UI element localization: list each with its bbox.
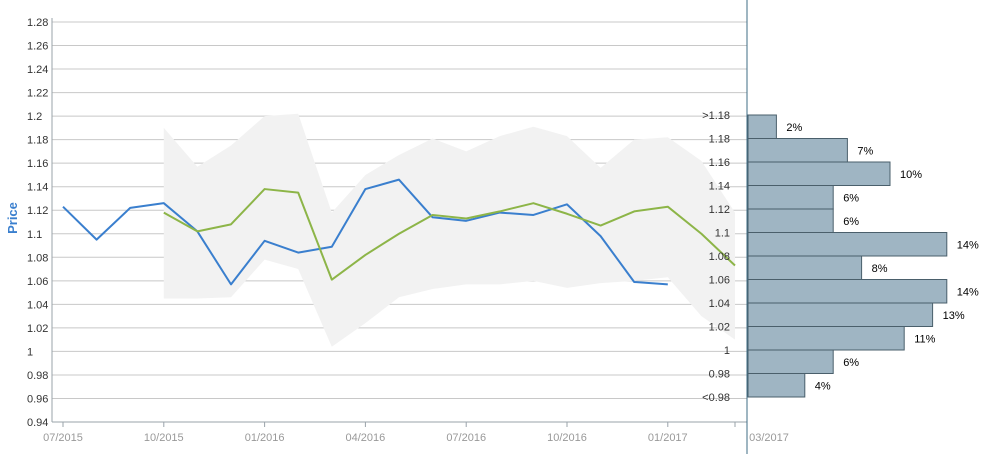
bin-label: 1.1 bbox=[715, 228, 730, 240]
forecast-band bbox=[163, 113, 736, 347]
bar-percent-label: 6% bbox=[843, 216, 859, 228]
y-tick-label: 1.18 bbox=[27, 135, 48, 147]
bin-label: <0.98 bbox=[702, 392, 730, 404]
series-line-blue bbox=[62, 178, 668, 286]
x-tick-label: 07/2015 bbox=[43, 432, 83, 444]
price-series bbox=[62, 178, 736, 286]
bin-label: 1.02 bbox=[709, 322, 730, 334]
bar-percent-label: 14% bbox=[957, 240, 979, 252]
bin-label: >1.18 bbox=[702, 110, 730, 122]
y-tick-label: 1.06 bbox=[27, 276, 48, 288]
band-area bbox=[163, 113, 736, 347]
bar-percent-label: 14% bbox=[957, 287, 979, 299]
histogram-bar bbox=[747, 326, 905, 351]
bar-percent-label: 2% bbox=[786, 122, 802, 134]
bin-label: 1.16 bbox=[709, 157, 730, 169]
bin-label: 1.18 bbox=[709, 134, 730, 146]
y-tick-label: 1.08 bbox=[27, 252, 48, 264]
bin-label: 1.14 bbox=[709, 181, 730, 193]
bar-percent-label: 4% bbox=[815, 381, 831, 393]
histogram-bar bbox=[747, 255, 863, 280]
x-tick-label: 07/2016 bbox=[446, 432, 486, 444]
x-tick-label: 03/2017 bbox=[749, 432, 789, 444]
y-tick-label: 1.02 bbox=[27, 323, 48, 335]
x-tick-label: 01/2016 bbox=[245, 432, 285, 444]
histogram-bar bbox=[747, 161, 891, 186]
histogram-bar bbox=[747, 302, 934, 327]
bin-label: 1.04 bbox=[709, 298, 730, 310]
histogram-bar bbox=[747, 138, 848, 163]
y-tick-label: 1.28 bbox=[27, 17, 48, 29]
y-tick-label: 1.14 bbox=[27, 182, 48, 194]
distribution-histogram: 2%>1.187%1.1810%1.166%1.146%1.1214%1.18%… bbox=[702, 110, 979, 404]
x-tick-label: 10/2016 bbox=[547, 432, 587, 444]
series-line-green bbox=[163, 188, 736, 281]
y-tick-label: 0.96 bbox=[27, 393, 48, 405]
bar-percent-label: 10% bbox=[900, 169, 922, 181]
bin-label: 0.98 bbox=[709, 369, 730, 381]
y-axis-label: Price bbox=[5, 202, 20, 234]
bar-percent-label: 13% bbox=[943, 310, 965, 322]
bar-percent-label: 8% bbox=[872, 263, 888, 275]
histogram-bar bbox=[747, 185, 834, 210]
y-tick-label: 0.94 bbox=[27, 417, 48, 429]
y-tick-label: 1.24 bbox=[27, 64, 48, 76]
histogram-bar bbox=[747, 232, 948, 257]
y-tick-label: 1.16 bbox=[27, 158, 48, 170]
y-tick-label: 1.22 bbox=[27, 88, 48, 100]
x-tick-label: 10/2015 bbox=[144, 432, 184, 444]
histogram-bar bbox=[747, 114, 777, 139]
y-tick-label: 0.98 bbox=[27, 370, 48, 382]
y-tick-label: 1.1 bbox=[27, 229, 42, 241]
histogram-bar bbox=[747, 349, 834, 374]
axes: 0.94 0.96 0.98 1 1.02 1.04 1.06 1.08 1.1 1.12 1.14… bbox=[27, 0, 789, 454]
bar-percent-label: 7% bbox=[857, 146, 873, 158]
histogram-bar bbox=[747, 373, 806, 398]
bin-label: 1 bbox=[724, 345, 730, 357]
bar-percent-label: 6% bbox=[843, 357, 859, 369]
x-tick-label: 04/2016 bbox=[346, 432, 386, 444]
histogram-bar bbox=[747, 279, 948, 304]
y-tick-label: 1.04 bbox=[27, 299, 48, 311]
histogram-bar bbox=[747, 208, 834, 233]
bin-label: 1.06 bbox=[709, 275, 730, 287]
bin-label: 1.08 bbox=[709, 251, 730, 263]
y-tick-label: 1.26 bbox=[27, 41, 48, 53]
y-tick-label: 1 bbox=[27, 346, 33, 358]
y-tick-label: 1.12 bbox=[27, 205, 48, 217]
x-tick-label: 01/2017 bbox=[648, 432, 688, 444]
y-tick-label: 1.2 bbox=[27, 111, 42, 123]
bar-percent-label: 11% bbox=[914, 334, 935, 346]
bin-label: 1.12 bbox=[709, 204, 730, 216]
bar-percent-label: 6% bbox=[843, 193, 859, 205]
